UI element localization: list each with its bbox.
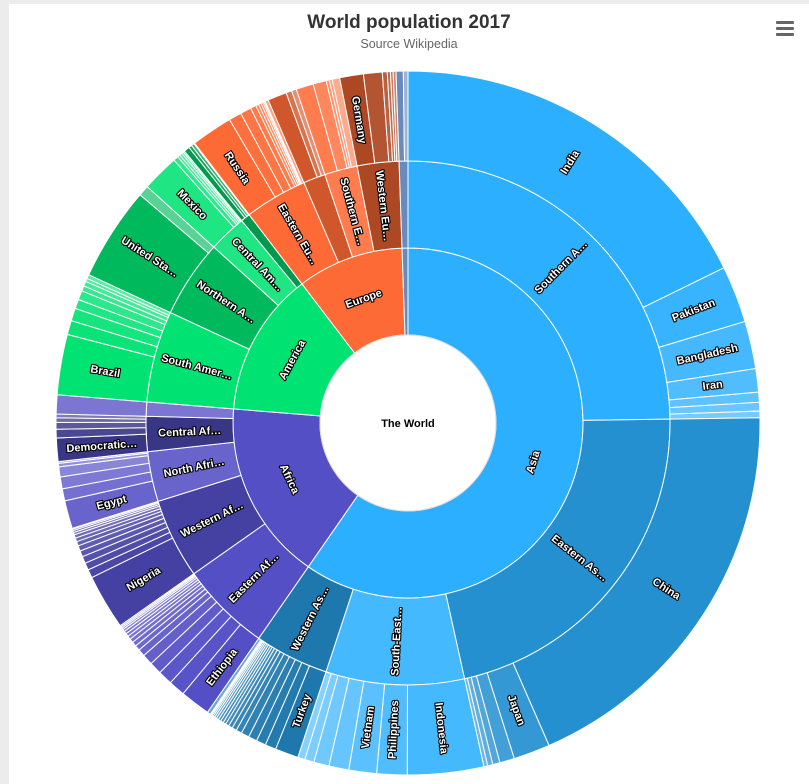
center-circle — [319, 334, 497, 512]
country-label-philippines: Philippines — [387, 700, 402, 759]
chart-subtitle: Source Wikipedia — [360, 37, 458, 51]
hamburger-menu-icon[interactable] — [774, 18, 796, 40]
chart-card: Asia Southern A… India Pakistan Bangladesh Ir… — [9, 4, 809, 784]
sunburst-sectors — [55, 70, 761, 776]
region-label-central-africa: Central Af… — [158, 425, 222, 440]
region-label-south-eastern-asia: South-East… — [389, 606, 404, 676]
country-sector-other[interactable] — [55, 421, 147, 430]
center-label: The World — [381, 418, 435, 430]
chart-title: World population 2017 — [307, 12, 511, 33]
country-label-iran: Iran — [702, 379, 724, 393]
country-sector-other[interactable] — [402, 70, 409, 162]
